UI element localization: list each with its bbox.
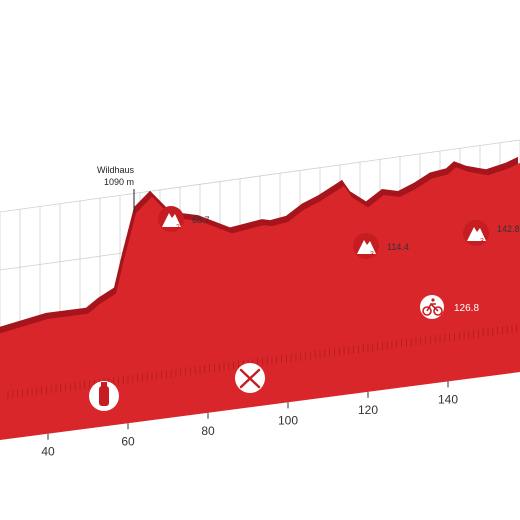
x-axis-ticks: 40 60 80 100 120 140 <box>41 381 458 459</box>
x-tick-label: 80 <box>201 424 215 438</box>
climb-km-label: 114.4 <box>387 242 409 252</box>
x-tick-label: 60 <box>121 434 135 448</box>
water-bottle-marker <box>89 381 119 411</box>
climb-km-label: 68.7 <box>192 215 210 225</box>
grid-line <box>0 139 520 213</box>
mountain-icon <box>463 220 489 246</box>
climb-marker-1: 68.7 2 <box>158 206 210 232</box>
x-tick-label: 100 <box>278 413 298 427</box>
x-tick-label: 40 <box>41 445 55 459</box>
mountain-icon <box>353 233 379 259</box>
feed-zone-icon <box>235 363 265 393</box>
climb-marker-3: 142.8 3 <box>463 220 520 246</box>
climb-marker-2: 114.4 3 <box>353 233 409 259</box>
profile-front-face <box>0 162 520 440</box>
bicycle-icon <box>420 295 444 319</box>
sprint-marker: 126.8 <box>420 295 479 319</box>
town-altitude-label: 1090 m <box>104 177 134 187</box>
climb-category-label: 2 <box>176 224 180 231</box>
feed-zone-marker <box>235 363 265 393</box>
x-tick-label: 120 <box>358 403 378 417</box>
town-name-label: Wildhaus <box>97 165 135 175</box>
climb-category-label: 3 <box>370 251 374 258</box>
sprint-km-label: 126.8 <box>454 303 479 314</box>
profile-area <box>0 156 520 440</box>
mountain-icon <box>158 206 184 232</box>
x-tick-label: 140 <box>438 392 458 406</box>
wildhaus-callout: Wildhaus 1090 m <box>97 165 135 212</box>
climb-km-label: 142.8 <box>497 224 520 234</box>
climb-category-label: 3 <box>480 238 484 245</box>
water-bottle-icon <box>89 381 119 411</box>
